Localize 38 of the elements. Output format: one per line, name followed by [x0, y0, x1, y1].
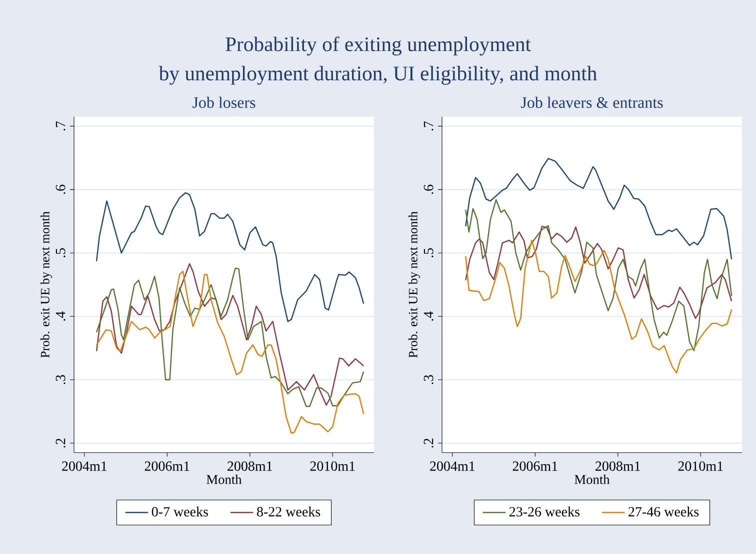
- chart-title: Job leavers & entrants: [521, 96, 663, 108]
- y-tick-label: .3: [56, 375, 66, 384]
- y-tick-label: .3: [424, 375, 434, 384]
- x-tick-label: 2008m1: [596, 461, 640, 471]
- line-series: [465, 240, 732, 374]
- x-tick-label: 2008m1: [228, 461, 272, 471]
- x-tick-label: 2004m1: [62, 461, 107, 471]
- x-tick-label: 2010m1: [310, 461, 355, 471]
- y-tick-label: .5: [56, 248, 66, 258]
- x-tick-label: 2004m1: [430, 461, 475, 471]
- line-series: [96, 192, 364, 322]
- y-tick-label: .4: [56, 311, 66, 321]
- line-series: [465, 199, 732, 352]
- text: Probability of exiting unemployment: [226, 36, 531, 56]
- legend-label: 23-26 weeks: [509, 506, 580, 516]
- y-tick-label: .6: [424, 184, 434, 194]
- y-tick-label: .6: [56, 184, 66, 194]
- y-axis-title: Prob. exit UE by next month: [408, 211, 420, 358]
- legend-label: 0-7 weeks: [152, 506, 208, 516]
- y-tick-label: .4: [424, 311, 434, 321]
- y-tick-label: .2: [424, 438, 434, 448]
- chart-title: Job losers: [192, 96, 256, 108]
- y-tick-label: .5: [424, 248, 434, 258]
- text: by unemployment duration, UI eligibility, and month: [158, 66, 597, 85]
- x-tick-label: 2006m1: [512, 461, 558, 471]
- x-tick-label: 2006m1: [144, 461, 190, 471]
- legend-label: 8-22 weeks: [256, 506, 320, 516]
- y-tick-label: .2: [56, 438, 66, 448]
- line-series: [465, 158, 732, 260]
- x-axis-title: Month: [574, 474, 610, 484]
- y-axis-title: Prob. exit UE by next month: [40, 211, 52, 358]
- line-series: [96, 270, 364, 434]
- y-tick-label: .7: [56, 121, 66, 131]
- y-tick-label: .7: [424, 121, 434, 131]
- legend-label: 27-46 weeks: [628, 506, 699, 516]
- x-tick-label: 2010m1: [678, 461, 723, 471]
- x-axis-title: Month: [206, 474, 242, 484]
- line-series: [465, 226, 732, 319]
